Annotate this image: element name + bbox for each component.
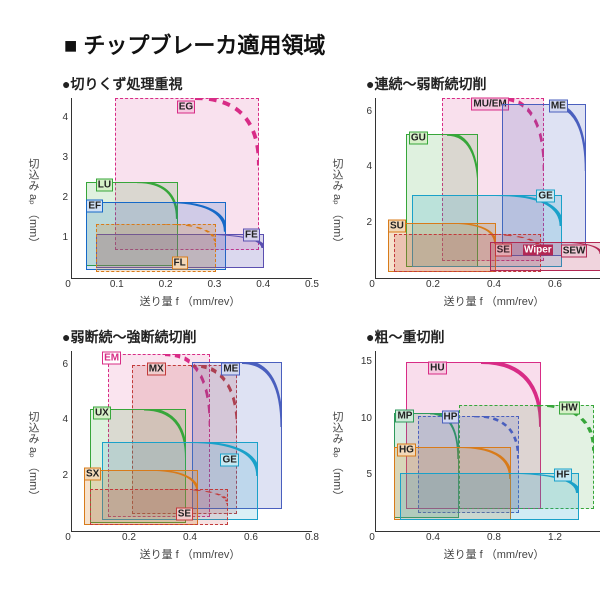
plot-area: HU HW MP HP HG HF <box>375 351 600 532</box>
region-label: GE <box>221 454 237 465</box>
region-label: GU <box>410 132 427 143</box>
region-label: HF <box>555 469 570 480</box>
x-ticks: 00.40.81.21.6 <box>372 532 600 546</box>
chart-c3: ●弱断続～強断続切削切込み aₚ （mm）642 EM MX ME UX GE SX SE 00… <box>24 327 312 562</box>
chart-grid: ●切りくず処理重視切込み aₚ （mm）4321EGLUEFFEFL00.10.… <box>20 74 600 562</box>
x-ticks: 00.20.40.60.8 <box>372 279 600 293</box>
y-ticks: 4321 <box>42 98 71 278</box>
region-label: HU <box>429 362 445 373</box>
x-axis-label: 送り量 f （mm/rev） <box>68 293 312 309</box>
y-axis-label: 切込み aₚ （mm） <box>328 98 346 309</box>
x-ticks: 00.10.20.30.40.5 <box>68 279 312 293</box>
y-axis-label: 切込み aₚ （mm） <box>328 351 346 562</box>
region-label: MX <box>148 363 165 374</box>
region-label: FL <box>173 258 187 269</box>
region-label: SU <box>389 221 405 232</box>
region-label: UX <box>94 407 110 418</box>
region-label: FE <box>244 230 259 241</box>
region-label: EF <box>87 201 102 212</box>
chart-subtitle: ●弱断続～強断続切削 <box>62 327 312 347</box>
region-label: ME <box>222 363 239 374</box>
chart-subtitle: ●連続～弱断続切削 <box>366 74 600 94</box>
region-label: SE <box>177 508 192 519</box>
y-ticks: 642 <box>346 98 375 278</box>
region-label: HW <box>560 403 579 414</box>
plot-area: EM MX ME UX GE SX SE <box>71 351 312 532</box>
x-axis-label: 送り量 f （mm/rev） <box>68 546 312 562</box>
page-title: ■ チップブレーカ適用領域 <box>64 28 600 60</box>
region-label: MP <box>396 411 413 422</box>
region-label: HP <box>443 412 459 423</box>
x-axis-label: 送り量 f （mm/rev） <box>372 293 600 309</box>
region-label: Wiper <box>523 245 553 256</box>
plot-area: MU/EMMEGUGESUSESEWWiper <box>375 98 600 279</box>
region-label: ME <box>550 100 567 111</box>
region-wiper: Wiper <box>517 246 556 263</box>
y-ticks: 15105 <box>346 351 375 531</box>
x-axis-label: 送り量 f （mm/rev） <box>372 546 600 562</box>
plot-area: EG LU EF FE FL <box>71 98 312 279</box>
chart-c4: ●粗～重切削切込み aₚ （mm）15105 HU HW MP HP HG HF 00.40.… <box>328 327 600 562</box>
chart-c1: ●切りくず処理重視切込み aₚ （mm）4321 EG LU EF FE FL 00.10.… <box>24 74 312 309</box>
chart-subtitle: ●粗～重切削 <box>366 327 600 347</box>
y-ticks: 642 <box>42 351 71 531</box>
x-ticks: 00.20.40.60.8 <box>68 532 312 546</box>
region-label: GE <box>537 190 553 201</box>
chart-c2: ●連続～弱断続切削切込み aₚ （mm）642MU/EMMEGUGESUSESE… <box>328 74 600 309</box>
region-label: SX <box>85 468 100 479</box>
y-axis-label: 切込み aₚ （mm） <box>24 351 42 562</box>
region-label: EG <box>178 101 194 112</box>
region-se: SE <box>90 489 228 525</box>
region-fl: FL <box>96 224 216 272</box>
chart-subtitle: ●切りくず処理重視 <box>62 74 312 94</box>
region-label: SEW <box>562 245 587 256</box>
region-label: LU <box>97 179 112 190</box>
region-hf: HF <box>400 473 579 520</box>
region-label: HG <box>398 444 415 455</box>
region-label: EM <box>103 352 120 363</box>
y-axis-label: 切込み aₚ （mm） <box>24 98 42 309</box>
